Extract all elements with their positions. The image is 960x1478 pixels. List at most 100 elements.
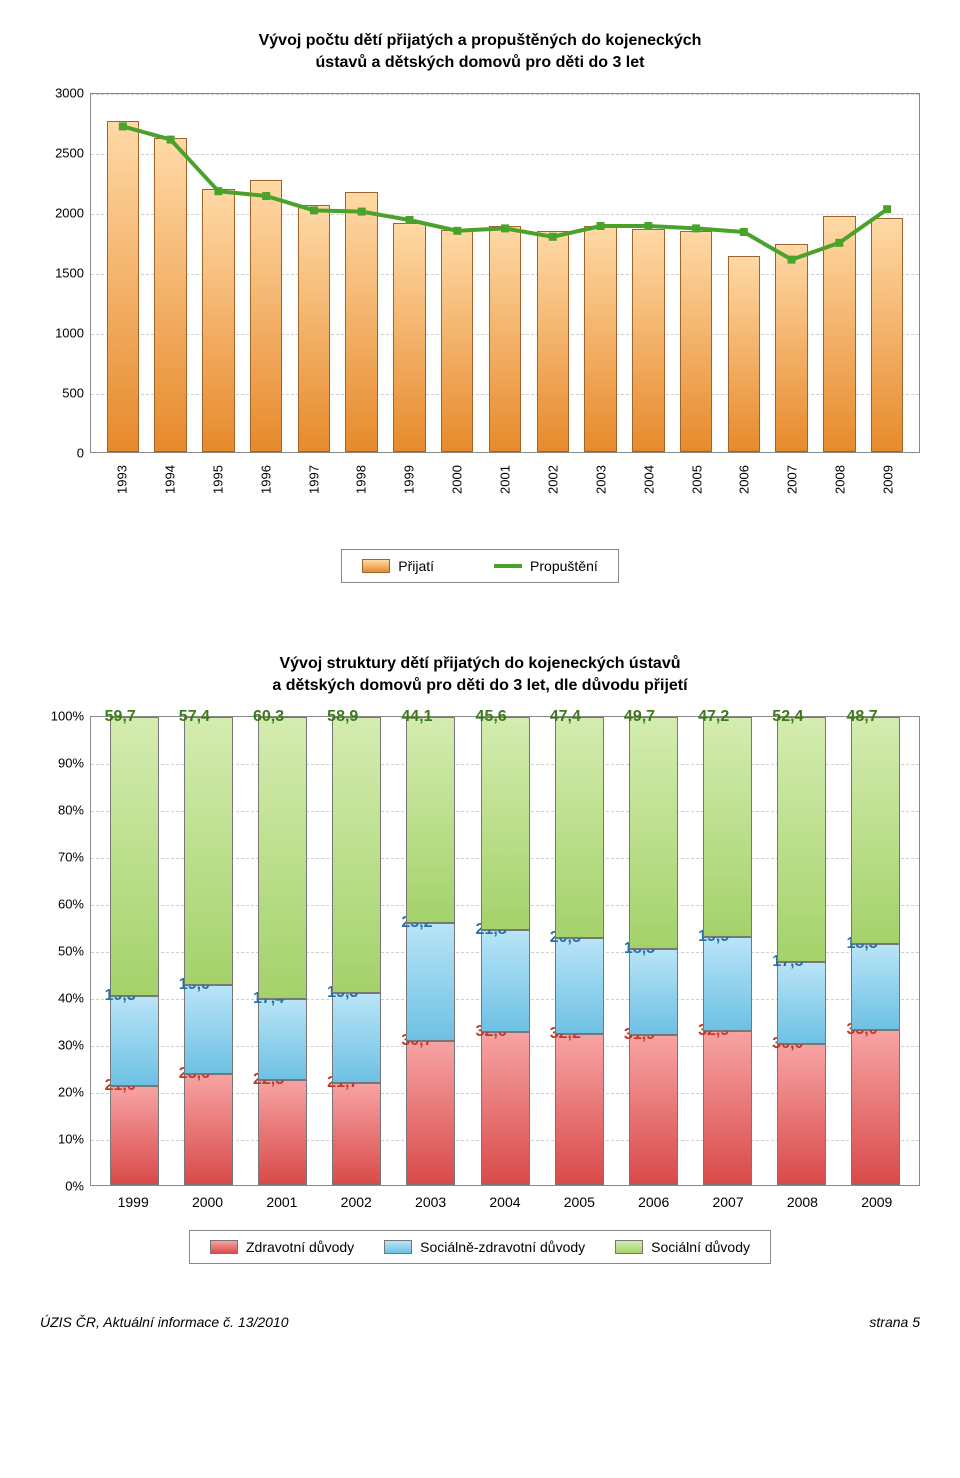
chart2-bar-slot: 32,621,845,6	[468, 717, 542, 1185]
chart2-bars: 21,019,359,723,619,057,422,317,460,321,7…	[91, 717, 919, 1185]
chart2-value-label: 47,2	[698, 708, 729, 726]
chart2-segment-zdravotni: 32,2	[555, 1034, 604, 1185]
chart2-bar-slot: 30,017,552,4	[765, 717, 839, 1185]
legend-label: Sociálně-zdravotní důvody	[420, 1239, 585, 1255]
chart2-ytick: 40%	[58, 990, 84, 1005]
chart1-ytick: 500	[62, 385, 84, 400]
chart2-bar-slot: 32,220,547,4	[542, 717, 616, 1185]
chart2-xlabel: 2002	[319, 1194, 393, 1210]
chart2-xlabels: 1999200020012002200320042005200620072008…	[90, 1186, 920, 1210]
chart2-wrap: 0%10%20%30%40%50%60%70%80%90%100% 21,019…	[40, 716, 920, 1210]
chart2-bar-slot: 32,919,947,2	[691, 717, 765, 1185]
chart2-bar-slot: 21,019,359,7	[97, 717, 171, 1185]
chart2-ytick: 50%	[58, 943, 84, 958]
chart1-xlabel: 1995	[194, 459, 242, 501]
legend-swatch	[384, 1240, 412, 1254]
legend-swatch	[210, 1240, 238, 1254]
chart2-legend-item: Sociálně-zdravotní důvody	[384, 1239, 585, 1255]
line-swatch	[494, 564, 522, 568]
chart2-segment-soc_zdrav: 17,5	[777, 962, 826, 1044]
chart2-bar-slot: 33,018,348,7	[839, 717, 913, 1185]
bar-swatch	[362, 559, 390, 573]
chart2-value-label: 49,7	[624, 708, 655, 726]
chart1-bar-slot	[338, 94, 386, 452]
chart1-xlabel: 1993	[98, 459, 146, 501]
chart1-bar-slot	[768, 94, 816, 452]
chart2-segment-socialni: 47,4	[555, 717, 604, 939]
page-footer: ÚZIS ČR, Aktuální informace č. 13/2010 s…	[40, 1314, 920, 1330]
chart1-bar	[728, 256, 760, 452]
chart1-bar	[680, 231, 712, 452]
chart2-xlabel: 2006	[617, 1194, 691, 1210]
chart1-bar-slot	[863, 94, 911, 452]
chart2-ytick: 80%	[58, 802, 84, 817]
chart1-bar-slot	[529, 94, 577, 452]
chart2-title-line2: a dětských domovů pro děti do 3 let, dle…	[272, 677, 687, 694]
chart1-bar	[393, 223, 425, 452]
chart2-ytick: 100%	[51, 708, 84, 723]
chart2-segment-zdravotni: 33,0	[851, 1030, 900, 1184]
chart2-title: Vývoj struktury dětí přijatých do kojene…	[40, 653, 920, 698]
chart2-value-label: 44,1	[401, 708, 432, 726]
chart2-legend: Zdravotní důvody Sociálně-zdravotní důvod…	[189, 1230, 771, 1264]
chart1-bar	[298, 205, 330, 452]
chart1-xlabel: 2003	[577, 459, 625, 501]
chart1-xlabel: 1994	[146, 459, 194, 501]
chart2-ytick: 70%	[58, 849, 84, 864]
chart1-bar	[154, 138, 186, 452]
legend-swatch	[615, 1240, 643, 1254]
chart1-yaxis: 300025002000150010005000	[40, 93, 90, 453]
chart1-bar-slot	[672, 94, 720, 452]
chart2-segment-socialni: 45,6	[481, 717, 530, 930]
chart1-xlabel: 2007	[768, 459, 816, 501]
chart1-title-line2: ústavů a dětských domovů pro děti do 3 l…	[316, 54, 645, 71]
chart1-bar	[871, 218, 903, 452]
chart2-segment-socialni: 52,4	[777, 717, 826, 962]
chart2-bar-slot: 30,725,244,1	[394, 717, 468, 1185]
chart2-segment-socialni: 59,7	[110, 717, 159, 996]
chart2-stacked-bar: 30,725,244,1	[406, 717, 455, 1185]
chart1-xlabel: 1998	[337, 459, 385, 501]
chart2-segment-socialni: 48,7	[851, 717, 900, 945]
chart1-xlabel: 1997	[290, 459, 338, 501]
chart2-legend-item: Zdravotní důvody	[210, 1239, 354, 1255]
chart2-bar-slot: 21,719,358,9	[320, 717, 394, 1185]
chart2-segment-socialni: 49,7	[629, 717, 678, 949]
chart2-segment-zdravotni: 30,0	[777, 1044, 826, 1184]
chart2-value-label: 60,3	[253, 708, 284, 726]
chart1-xlabel: 2002	[529, 459, 577, 501]
chart2-segment-soc_zdrav: 19,0	[184, 985, 233, 1074]
chart2-xlabel: 2005	[542, 1194, 616, 1210]
chart1-legend-line-label: Propuštění	[530, 558, 598, 574]
chart2: Vývoj struktury dětí přijatých do kojene…	[40, 653, 920, 1264]
chart2-bar-slot: 23,619,057,4	[171, 717, 245, 1185]
chart1-bar	[823, 216, 855, 452]
chart2-stacked-bar: 32,621,845,6	[481, 717, 530, 1185]
chart2-segment-socialni: 57,4	[184, 717, 233, 986]
chart2-segment-zdravotni: 31,9	[629, 1035, 678, 1184]
chart2-segment-zdravotni: 32,6	[481, 1032, 530, 1185]
chart1-plot	[90, 93, 920, 453]
chart2-segment-soc_zdrav: 19,3	[332, 993, 381, 1083]
chart1-bar-slot	[577, 94, 625, 452]
chart2-segment-zdravotni: 30,7	[406, 1041, 455, 1185]
chart2-xlabel: 2004	[468, 1194, 542, 1210]
chart1-ytick: 3000	[55, 85, 84, 100]
chart1-bar	[107, 121, 139, 452]
chart1-bar-slot	[99, 94, 147, 452]
chart2-value-label: 48,7	[846, 708, 877, 726]
chart1-xlabel: 2008	[816, 459, 864, 501]
chart1-title-line1: Vývoj počtu dětí přijatých a propuštěnýc…	[259, 32, 702, 49]
chart1-legend: Přijatí Propuštění	[341, 549, 619, 583]
chart1-xlabel: 2005	[673, 459, 721, 501]
chart2-xlabel: 1999	[96, 1194, 170, 1210]
chart1-ytick: 2000	[55, 205, 84, 220]
chart2-segment-soc_zdrav: 25,2	[406, 923, 455, 1041]
chart1-bar-slot	[386, 94, 434, 452]
chart1-bar-slot	[815, 94, 863, 452]
chart2-stacked-bar: 32,220,547,4	[555, 717, 604, 1185]
chart2-segment-socialni: 44,1	[406, 717, 455, 923]
chart2-xlabel: 2003	[393, 1194, 467, 1210]
chart1-xlabel: 2004	[625, 459, 673, 501]
chart2-ytick: 0%	[65, 1178, 84, 1193]
